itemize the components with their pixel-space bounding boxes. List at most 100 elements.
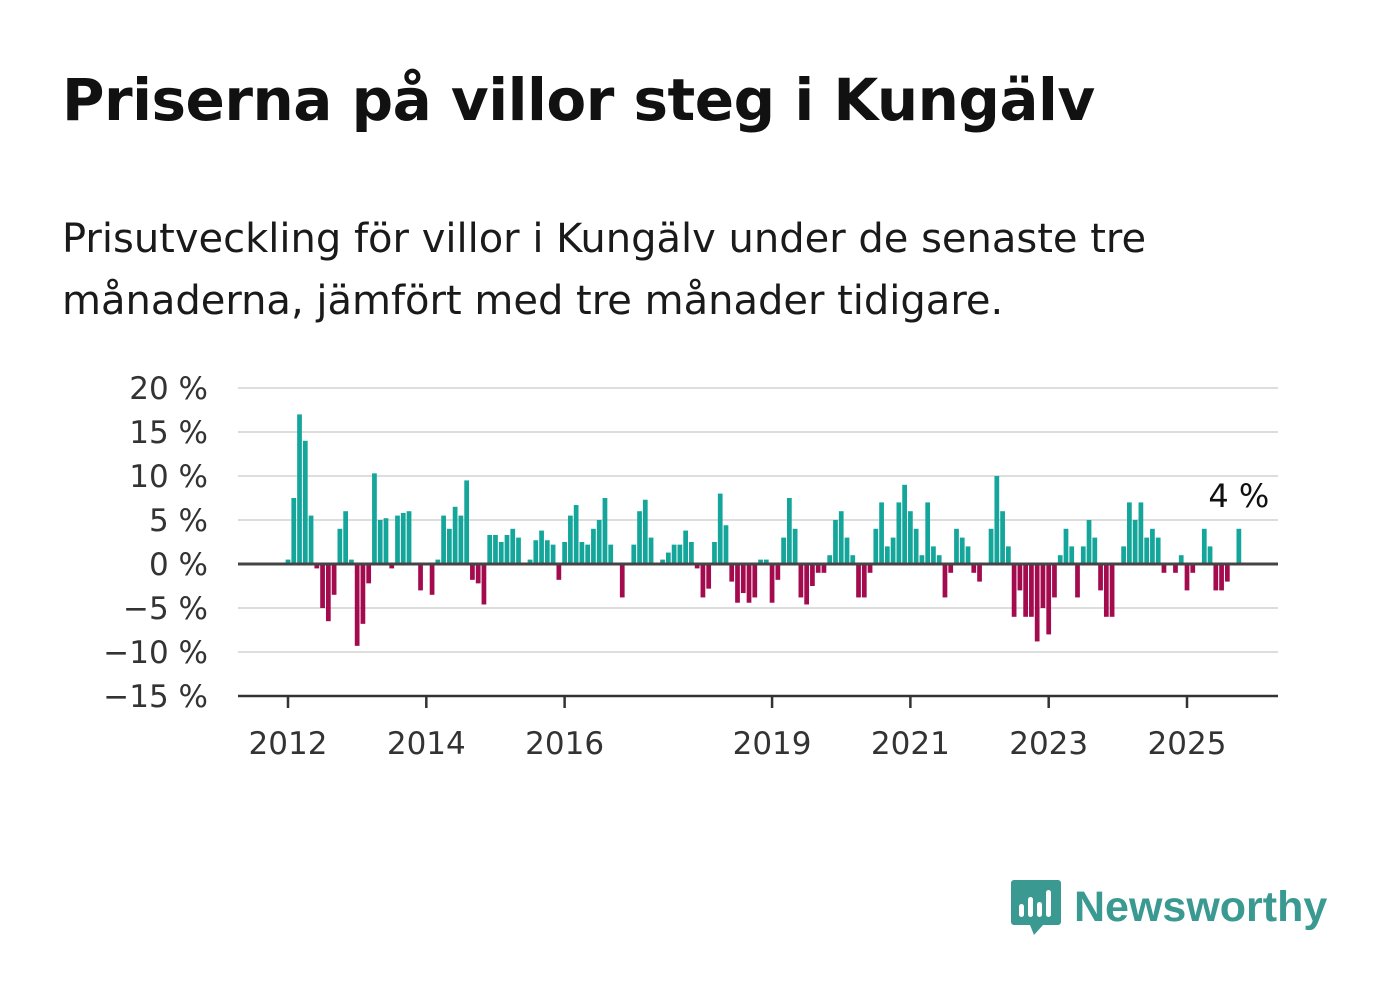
bar — [400, 512, 406, 564]
bar — [372, 473, 377, 564]
bar — [700, 564, 706, 598]
bars — [285, 414, 1242, 646]
bar — [977, 564, 982, 582]
bar — [1201, 528, 1207, 564]
bar — [694, 564, 700, 569]
bar — [1069, 546, 1075, 564]
x-tick-label: 2021 — [871, 726, 950, 762]
bar — [1224, 564, 1230, 582]
bar — [729, 564, 735, 582]
y-tick-label: −5 % — [123, 591, 208, 627]
y-tick-label: 0 % — [149, 547, 208, 583]
chart-title: Priserna på villor steg i Kungälv — [62, 66, 1095, 134]
bar — [954, 528, 959, 564]
x-tick-label: 2014 — [387, 726, 466, 762]
bar — [1121, 546, 1126, 564]
brand-name: Newsworthy — [1074, 882, 1328, 931]
x-tick-label: 2012 — [249, 726, 328, 762]
bar — [1132, 520, 1138, 564]
newsworthy-logo: Newsworthy — [1010, 878, 1327, 936]
bar — [908, 511, 913, 564]
bar — [844, 537, 850, 564]
bar — [804, 564, 810, 605]
bar — [1023, 564, 1029, 617]
bar — [1011, 564, 1017, 617]
bar — [325, 564, 331, 622]
bar — [815, 564, 821, 573]
bar — [429, 564, 435, 595]
bar — [1005, 546, 1011, 564]
bar — [902, 484, 907, 564]
bar — [302, 440, 308, 564]
bar — [1155, 537, 1161, 564]
bar — [470, 564, 475, 580]
bar — [873, 528, 879, 564]
bar — [879, 502, 884, 564]
bar — [452, 506, 458, 564]
bar — [1236, 528, 1242, 564]
y-tick-label: 20 % — [129, 371, 208, 407]
bar — [320, 564, 325, 608]
bar — [1046, 564, 1052, 635]
bar — [447, 528, 452, 564]
bar — [642, 499, 648, 564]
bar — [493, 534, 498, 564]
bar — [297, 414, 302, 564]
bar — [1057, 555, 1063, 564]
bar — [948, 564, 954, 573]
bar — [377, 520, 383, 564]
bar — [1161, 564, 1167, 573]
bar — [608, 544, 614, 564]
bar — [959, 537, 965, 564]
bar — [671, 544, 677, 564]
bar — [1052, 564, 1057, 598]
y-tick-label: 10 % — [129, 459, 208, 495]
bar — [285, 559, 291, 564]
bar — [896, 502, 902, 564]
bar — [331, 564, 337, 595]
bar — [1207, 546, 1213, 564]
bar — [775, 564, 781, 580]
bar — [1029, 564, 1034, 617]
bar — [810, 564, 815, 586]
bar — [1144, 537, 1150, 564]
bar — [360, 564, 366, 624]
bar — [833, 520, 838, 564]
bar — [579, 542, 585, 564]
bar — [971, 564, 977, 573]
bar — [988, 528, 994, 564]
bar — [1219, 564, 1224, 591]
bar — [787, 498, 792, 564]
bar — [596, 520, 602, 564]
bar — [913, 528, 919, 564]
bar — [441, 515, 446, 564]
bar — [418, 564, 423, 591]
bar — [758, 559, 763, 564]
bar — [965, 546, 971, 564]
bar — [510, 528, 516, 564]
bar — [504, 534, 510, 564]
bar — [936, 555, 942, 564]
bar — [1127, 502, 1132, 564]
bar — [481, 564, 487, 605]
bar — [746, 564, 752, 603]
bar — [1075, 564, 1080, 598]
bar — [931, 546, 936, 564]
bar — [573, 505, 579, 564]
y-tick-label: 5 % — [149, 503, 208, 539]
bar — [527, 559, 533, 564]
bar — [665, 552, 671, 564]
bar — [884, 546, 890, 564]
bar — [291, 498, 297, 564]
bar — [637, 511, 642, 564]
x-tick-label: 2023 — [1009, 726, 1088, 762]
bar — [602, 498, 608, 564]
bar — [550, 544, 556, 564]
bar — [516, 537, 521, 564]
bar — [349, 559, 354, 564]
bar — [712, 542, 717, 564]
bar — [314, 564, 320, 569]
bar-chart-logo-icon — [1011, 880, 1061, 935]
bar — [487, 534, 493, 564]
bar — [464, 480, 470, 564]
